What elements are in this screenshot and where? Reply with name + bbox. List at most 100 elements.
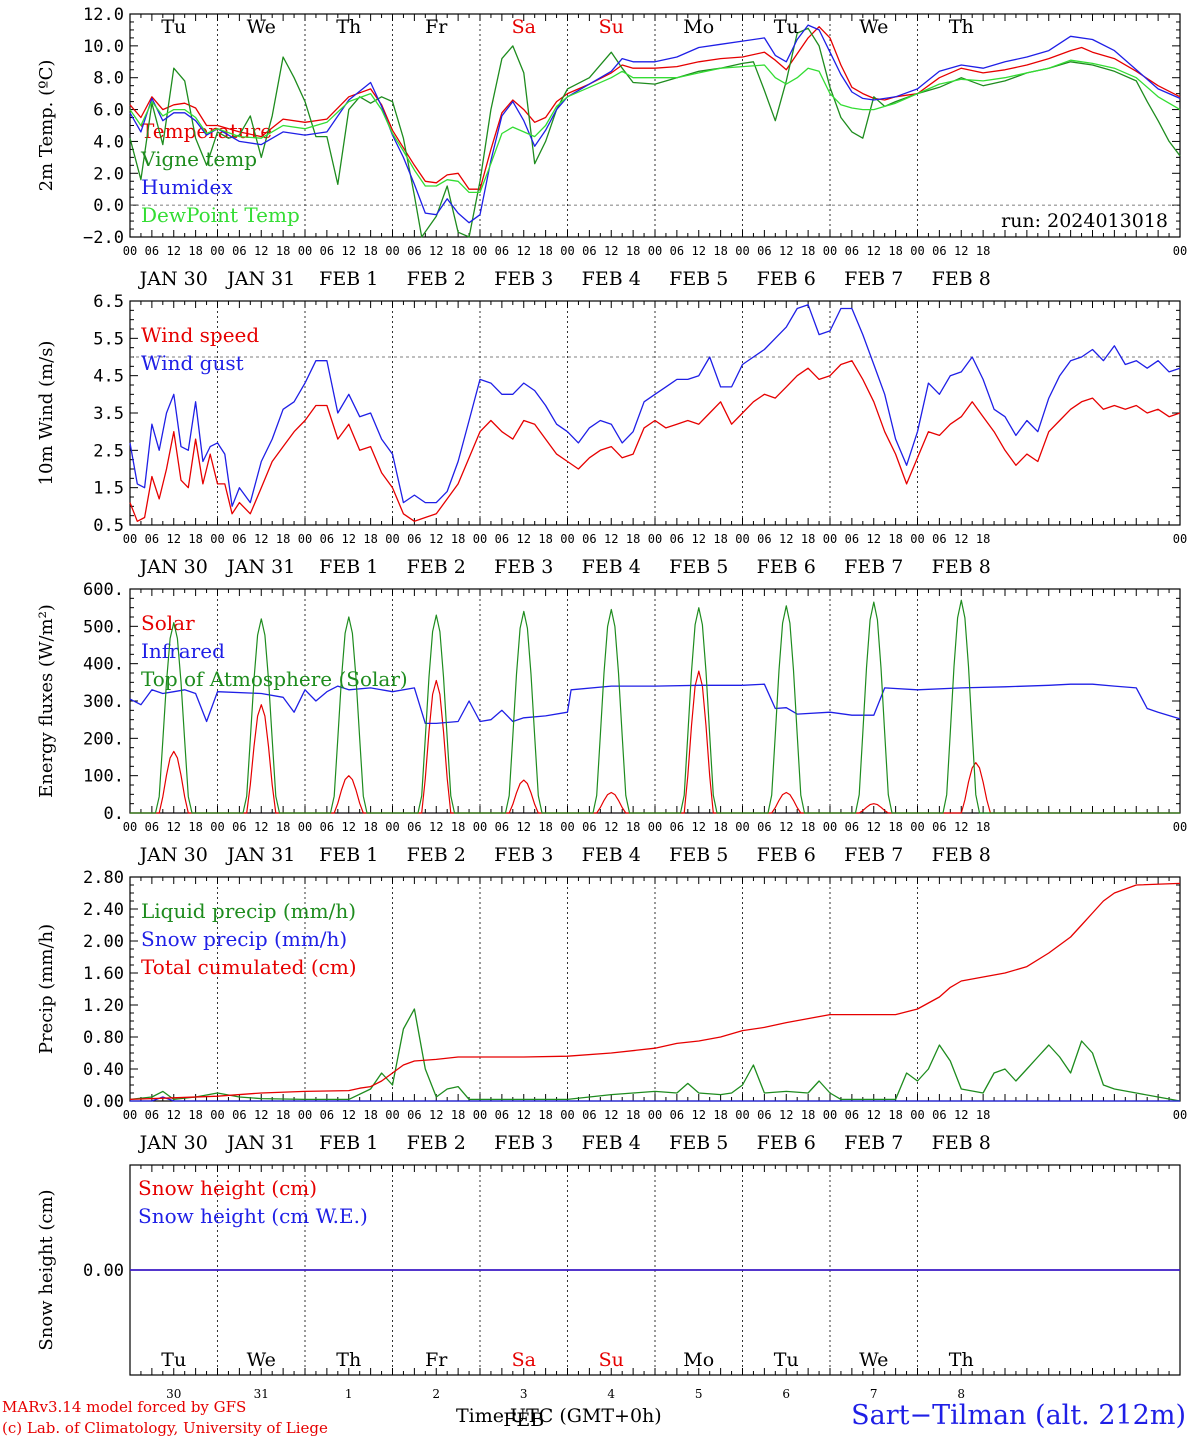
hour-tick-label: 12	[692, 1108, 706, 1122]
hour-tick-label: 18	[276, 820, 290, 834]
hour-tick-label: 18	[538, 1108, 552, 1122]
series-line-infrared	[129, 683, 1181, 725]
y-tick-label: −2.0	[83, 228, 124, 248]
weekday-label: Mo	[683, 16, 714, 38]
hour-tick-label: 12	[167, 532, 181, 546]
y-tick-label: 500.	[83, 617, 124, 637]
hour-tick-label: 12	[867, 1108, 881, 1122]
hour-tick-label: 00	[385, 532, 399, 546]
hour-tick-label: 06	[495, 1108, 509, 1122]
hour-tick-label: 18	[976, 820, 990, 834]
hour-tick-label: 06	[582, 1108, 596, 1122]
legend-snow-precip-mm-h: Snow precip (mm/h)	[141, 927, 347, 951]
date-label: FEB 8	[932, 268, 991, 290]
hour-tick-label: 06	[232, 1108, 246, 1122]
month-label: FEB	[503, 1409, 544, 1431]
hour-tick-label: 00	[735, 1108, 749, 1122]
hour-tick-label: 12	[867, 244, 881, 258]
date-label: JAN 30	[138, 556, 208, 578]
hour-tick-label: 12	[342, 820, 356, 834]
hour-tick-label: 00	[648, 244, 662, 258]
weekday-label: Su	[599, 1349, 624, 1371]
date-label: FEB 7	[844, 1132, 903, 1154]
weekday-label: Th	[336, 16, 361, 38]
y-tick-label: 200.	[83, 729, 124, 749]
legend-total-cumulated-cm: Total cumulated (cm)	[141, 955, 357, 979]
day-number-label: 4	[607, 1387, 615, 1401]
hour-tick-label: 06	[495, 532, 509, 546]
date-label: FEB 3	[494, 1132, 553, 1154]
date-label: JAN 31	[225, 268, 295, 290]
hour-tick-label: 06	[232, 244, 246, 258]
hour-tick-label: 12	[954, 532, 968, 546]
hour-tick-label: 06	[932, 1108, 946, 1122]
date-label: FEB 3	[494, 556, 553, 578]
day-number-label: 5	[695, 1387, 703, 1401]
y-tick-label: 0.80	[83, 1028, 124, 1048]
hour-tick-label: 06	[145, 820, 159, 834]
hour-tick-label: 12	[779, 820, 793, 834]
hour-tick-label: 18	[276, 532, 290, 546]
hour-tick-label: 06	[582, 820, 596, 834]
date-label: FEB 2	[407, 556, 466, 578]
hour-tick-label: 06	[232, 532, 246, 546]
hour-tick-label: 06	[670, 244, 684, 258]
hour-tick-label: 18	[976, 244, 990, 258]
hour-tick-label: 06	[757, 820, 771, 834]
day-number-label: 3	[520, 1387, 528, 1401]
date-label: FEB 1	[319, 556, 378, 578]
hour-tick-label: 06	[320, 820, 334, 834]
series-line-dewpoint-temp	[129, 59, 1181, 194]
hour-tick-label: 00	[648, 820, 662, 834]
y-tick-label: 2.00	[83, 932, 124, 952]
y-tick-label: 2.5	[93, 441, 124, 461]
hour-tick-label: 12	[342, 532, 356, 546]
hour-tick-label: 18	[976, 532, 990, 546]
date-label: FEB 1	[319, 1132, 378, 1154]
date-label: FEB 1	[319, 844, 378, 866]
hour-tick-label: 12	[954, 820, 968, 834]
hour-tick-label: 12	[429, 820, 443, 834]
day-number-label: 30	[166, 1387, 181, 1401]
date-label: FEB 7	[844, 844, 903, 866]
hour-tick-label: 18	[188, 1108, 202, 1122]
hour-tick-label: 12	[429, 1108, 443, 1122]
hour-tick-label: 06	[320, 244, 334, 258]
legend-wind-speed: Wind speed	[141, 323, 259, 347]
day-number-label: 1	[345, 1387, 353, 1401]
date-label: FEB 3	[494, 268, 553, 290]
hour-tick-label: 00	[560, 1108, 574, 1122]
hour-tick-label: 00	[1173, 820, 1187, 834]
legend-top-of-atmosphere-solar: Top of Atmosphere (Solar)	[141, 667, 408, 691]
hour-tick-label: 18	[538, 532, 552, 546]
hour-tick-label: 12	[692, 820, 706, 834]
y-tick-label: 2.80	[83, 868, 124, 888]
hour-tick-label: 06	[407, 1108, 421, 1122]
hour-tick-label: 00	[823, 1108, 837, 1122]
y-tick-label: 0.5	[93, 516, 124, 536]
hour-tick-label: 18	[363, 532, 377, 546]
weekday-label: Fr	[425, 1349, 448, 1371]
hour-tick-label: 12	[254, 1108, 268, 1122]
hour-tick-label: 18	[888, 820, 902, 834]
date-label: FEB 5	[669, 844, 728, 866]
hour-tick-label: 18	[976, 1108, 990, 1122]
y-tick-label: 4.5	[93, 367, 124, 387]
hour-tick-label: 06	[845, 532, 859, 546]
hour-tick-label: 06	[582, 244, 596, 258]
hour-tick-label: 00	[648, 1108, 662, 1122]
hour-tick-label: 00	[910, 532, 924, 546]
date-label: JAN 30	[138, 844, 208, 866]
hour-tick-label: 00	[123, 532, 137, 546]
hour-tick-label: 06	[145, 244, 159, 258]
series-line-temperature	[129, 26, 1181, 190]
date-label: JAN 31	[225, 844, 295, 866]
date-label: FEB 2	[407, 1132, 466, 1154]
weekday-label: Tu	[774, 16, 799, 38]
hour-tick-label: 12	[254, 820, 268, 834]
y-axis-label: Energy fluxes (W/m²)	[36, 604, 57, 798]
y-axis-label: Precip (mm/h)	[36, 924, 57, 1054]
hour-tick-label: 12	[867, 820, 881, 834]
date-label: FEB 2	[407, 268, 466, 290]
hour-tick-label: 18	[801, 1108, 815, 1122]
